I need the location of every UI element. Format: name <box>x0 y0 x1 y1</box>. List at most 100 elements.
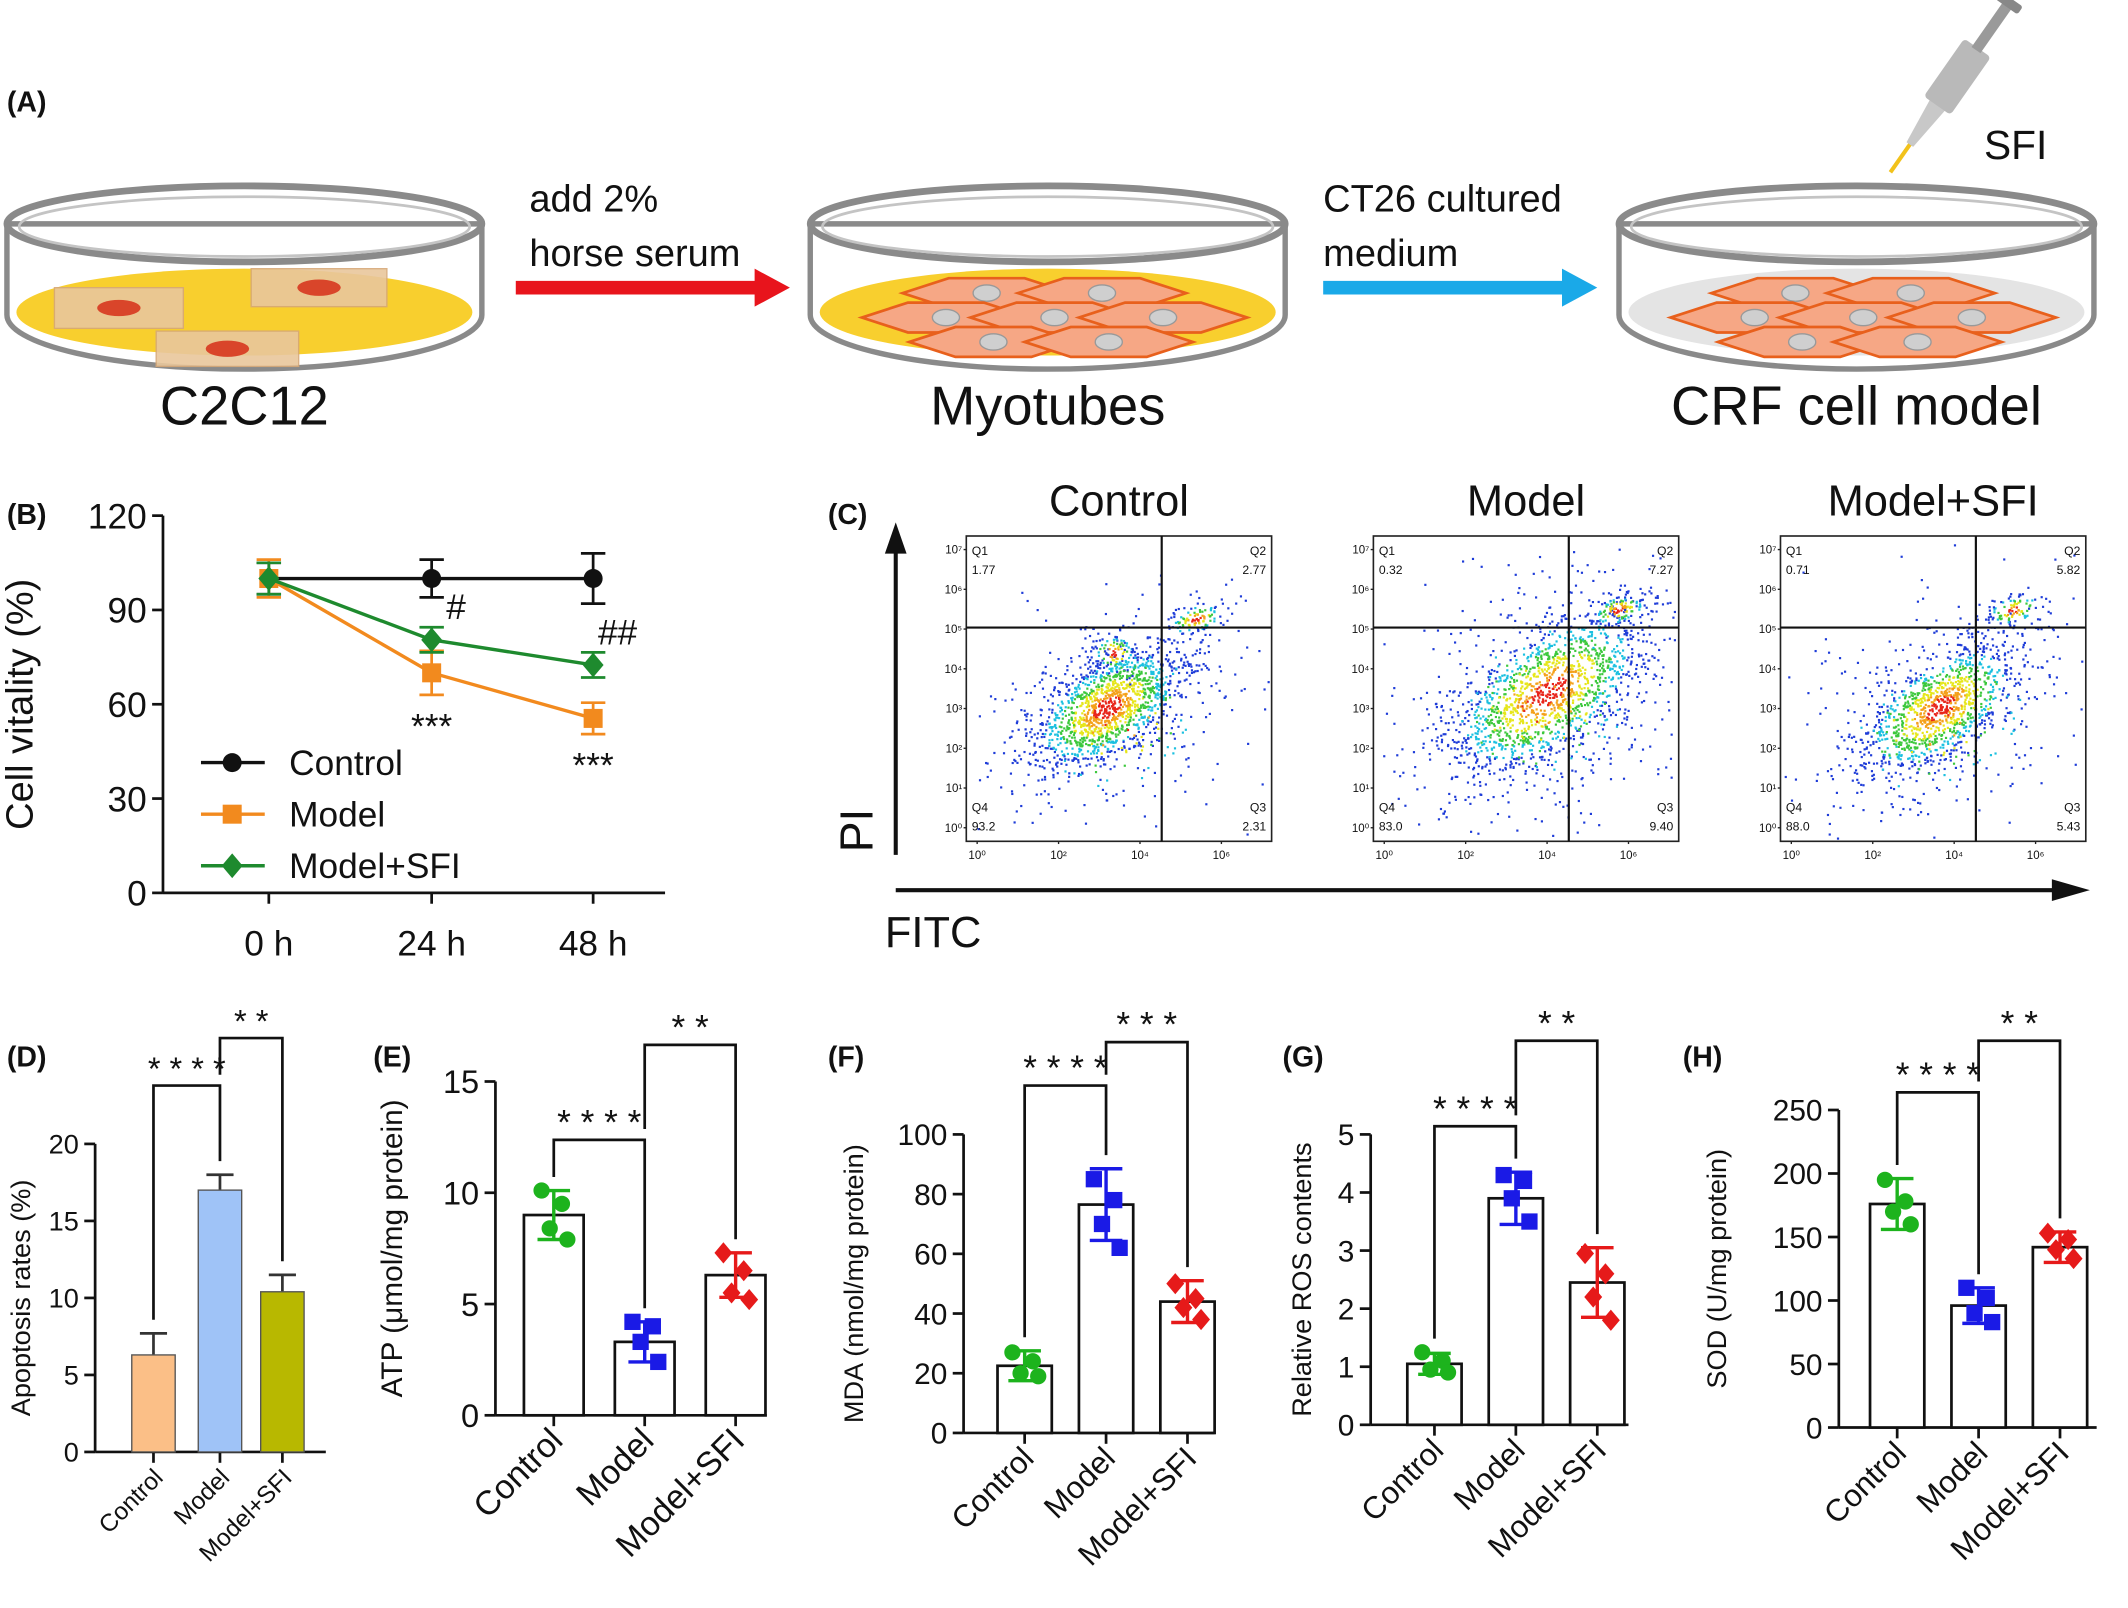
event-dot <box>1099 698 1102 701</box>
event-dot <box>1098 718 1101 721</box>
event-dot <box>1548 660 1551 664</box>
event-dot <box>1590 622 1593 625</box>
event-dot <box>1090 757 1093 760</box>
event-dot <box>1492 638 1495 642</box>
event-dot <box>1089 695 1092 699</box>
event-dot <box>1557 622 1560 625</box>
event-dot <box>1188 629 1191 632</box>
event-dot <box>1071 699 1074 702</box>
event-dot <box>1194 652 1197 656</box>
event-dot <box>1475 759 1479 762</box>
event-dot <box>1580 591 1583 594</box>
event-dot <box>1159 703 1162 706</box>
event-dot <box>1540 668 1543 671</box>
event-dot <box>1570 664 1573 667</box>
event-dot <box>1972 698 1975 702</box>
event-dot <box>1480 565 1483 568</box>
event-dot <box>1991 685 1995 688</box>
event-dot <box>1588 658 1591 661</box>
event-dot <box>1134 643 1137 646</box>
event-dot <box>1475 720 1479 724</box>
event-dot <box>1951 669 1954 672</box>
event-dot <box>1474 732 1477 735</box>
event-dot <box>1943 694 1946 697</box>
event-dot <box>1512 684 1515 688</box>
event-dot <box>1629 605 1632 608</box>
event-dot <box>1541 719 1544 723</box>
event-dot <box>1111 694 1114 697</box>
event-dot <box>1542 637 1545 640</box>
event-dot <box>1515 662 1518 665</box>
event-dot <box>1597 757 1601 761</box>
event-dot <box>1632 635 1635 638</box>
event-dot <box>1085 674 1088 677</box>
event-dot <box>1044 778 1047 781</box>
event-dot <box>1120 647 1123 651</box>
event-dot <box>1158 739 1161 742</box>
event-dot <box>1609 600 1612 603</box>
event-dot <box>1510 762 1513 765</box>
event-dot <box>1137 706 1140 709</box>
event-dot <box>1944 684 1947 687</box>
dish-rim <box>1615 182 2098 266</box>
event-dot <box>1646 667 1650 670</box>
event-dot <box>1539 662 1542 666</box>
event-dot <box>1086 656 1089 659</box>
event-dot <box>1058 717 1061 720</box>
event-dot <box>1092 709 1095 712</box>
event-dot <box>1106 779 1109 782</box>
event-dot <box>1090 721 1093 725</box>
event-dot <box>1049 747 1052 750</box>
event-dot <box>1639 605 1642 608</box>
event-dot <box>1093 718 1097 721</box>
event-dot <box>1491 682 1494 685</box>
event-dot <box>1587 657 1590 661</box>
event-dot <box>1955 658 1958 661</box>
event-dot <box>2055 676 2058 679</box>
event-dot <box>1159 696 1162 699</box>
event-dot <box>1080 725 1083 729</box>
event-dot <box>1541 650 1544 653</box>
event-dot <box>1105 692 1108 695</box>
event-dot <box>1168 625 1171 628</box>
event-dot <box>1623 717 1626 720</box>
event-dot <box>1477 706 1480 709</box>
event-dot <box>1074 724 1077 727</box>
event-dot <box>1542 642 1545 645</box>
event-dot <box>1592 662 1596 665</box>
event-dot <box>1189 682 1192 686</box>
event-dot <box>1079 745 1082 748</box>
event-dot <box>1910 729 1914 732</box>
event-dot <box>1537 646 1540 649</box>
event-dot <box>1885 725 1888 728</box>
event-dot <box>1134 654 1137 657</box>
event-dot <box>986 762 989 765</box>
event-dot <box>1218 665 1221 668</box>
event-dot <box>1565 701 1568 704</box>
event-dot <box>1580 687 1583 690</box>
event-dot <box>1574 670 1577 673</box>
event-dot <box>1540 796 1543 799</box>
event-dot <box>1598 570 1601 573</box>
event-dot <box>1485 720 1488 723</box>
event-dot <box>1526 739 1530 742</box>
event-dot <box>1074 719 1077 722</box>
event-dot <box>1955 699 1958 702</box>
event-dot <box>1120 639 1123 642</box>
event-dot <box>1474 690 1477 693</box>
event-dot <box>1190 669 1194 672</box>
event-dot <box>1044 733 1047 736</box>
event-dot <box>1537 670 1540 673</box>
event-dot <box>1048 739 1051 742</box>
event-dot <box>1513 680 1516 684</box>
event-dot <box>1158 583 1161 586</box>
event-dot <box>1073 772 1076 775</box>
event-dot <box>1923 699 1927 702</box>
flow-y-tick-label: 10⁷ <box>1352 545 1369 557</box>
event-dot <box>1958 693 1961 696</box>
event-dot <box>1640 701 1644 704</box>
event-dot <box>1931 667 1934 670</box>
event-dot <box>1539 627 1542 630</box>
event-dot <box>1948 687 1951 690</box>
event-dot <box>1586 649 1589 652</box>
